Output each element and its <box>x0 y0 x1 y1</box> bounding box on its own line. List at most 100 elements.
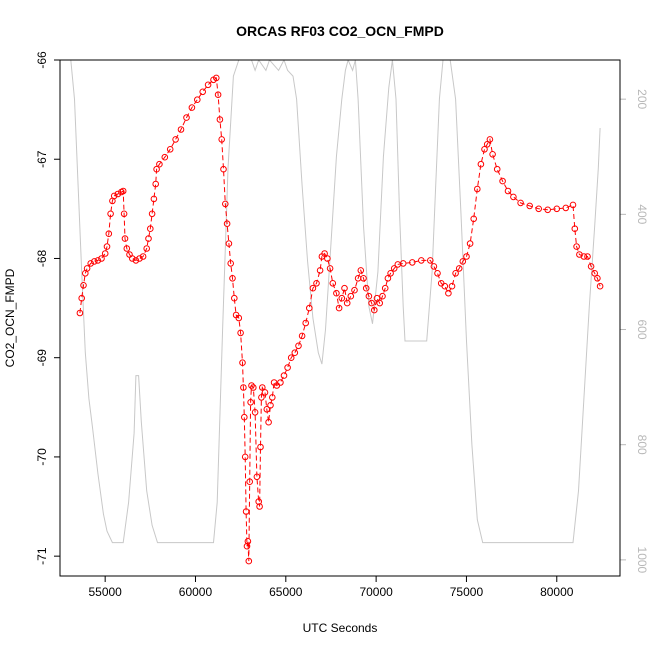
data-point <box>166 146 174 153</box>
data-point <box>222 200 229 208</box>
data-point <box>343 299 351 307</box>
data-point <box>562 204 570 212</box>
data-point <box>329 280 337 287</box>
data-point <box>250 384 257 391</box>
data-point <box>324 255 331 262</box>
data-point <box>214 91 222 98</box>
data-point <box>390 265 398 272</box>
data-point <box>596 282 604 290</box>
data-point <box>448 282 456 290</box>
data-point <box>470 215 478 223</box>
data-point <box>256 503 263 510</box>
data-point <box>351 286 358 294</box>
data-point <box>418 257 425 264</box>
data-point <box>459 258 467 265</box>
data-point <box>139 253 147 260</box>
data-point <box>123 245 131 252</box>
data-point <box>295 342 302 350</box>
data-point <box>338 294 346 302</box>
data-point <box>434 270 441 277</box>
data-point <box>129 255 136 262</box>
data-point <box>257 443 264 451</box>
y-tick-label: -69 <box>35 349 49 367</box>
data-point <box>259 384 266 391</box>
data-point <box>148 210 156 218</box>
data-point <box>526 202 534 210</box>
data-point <box>365 292 373 300</box>
data-point <box>101 250 109 257</box>
data-point <box>409 259 416 266</box>
data-point <box>291 349 299 357</box>
data-point <box>110 192 118 200</box>
y2-tick-label: 1000 <box>635 547 649 574</box>
data-point <box>194 96 201 103</box>
data-point <box>284 364 291 371</box>
data-point <box>362 284 370 292</box>
data-point <box>580 253 588 260</box>
data-point <box>83 265 91 272</box>
data-point <box>253 473 261 481</box>
data-point <box>309 284 317 292</box>
series-line-co2 <box>79 77 601 562</box>
data-point <box>594 275 601 282</box>
data-point <box>213 74 220 82</box>
y2-tick-label: 400 <box>635 204 649 224</box>
data-point <box>571 225 579 232</box>
data-point <box>277 379 284 386</box>
plot-frame <box>59 59 621 577</box>
data-point <box>553 205 561 213</box>
data-point <box>441 282 449 290</box>
data-point <box>225 240 233 247</box>
x-axis: 55000 60000 65000 70000 75000 80000 <box>88 576 574 599</box>
data-point <box>499 177 506 185</box>
data-point <box>474 185 481 193</box>
data-point <box>376 299 384 307</box>
data-point <box>105 230 113 237</box>
data-point <box>255 498 263 505</box>
data-point <box>245 557 253 565</box>
x-tick-label: 65000 <box>269 585 303 599</box>
data-point <box>114 190 122 198</box>
data-point <box>78 294 85 302</box>
data-point <box>235 314 243 322</box>
data-point <box>216 116 224 123</box>
data-point <box>267 402 274 409</box>
data-point <box>306 304 313 312</box>
y-tick-label: -68 <box>35 249 49 267</box>
data-point <box>427 257 434 264</box>
data-point <box>220 165 227 173</box>
data-point <box>156 160 163 168</box>
data-point <box>510 193 517 201</box>
data-point <box>218 136 225 143</box>
x-tick-label: 75000 <box>450 585 484 599</box>
data-point <box>150 195 158 203</box>
data-point <box>335 304 343 312</box>
data-point <box>248 382 255 389</box>
data-point <box>483 141 491 148</box>
data-point <box>237 329 244 337</box>
data-point <box>261 389 269 396</box>
data-point <box>591 270 599 277</box>
data-point <box>103 243 111 250</box>
data-point <box>486 136 494 143</box>
data-point <box>493 165 501 173</box>
data-point <box>477 160 485 168</box>
data-point <box>240 384 247 391</box>
data-point <box>98 255 105 262</box>
data-point <box>87 260 94 267</box>
data-point <box>535 205 543 213</box>
data-point <box>287 354 295 362</box>
data-point <box>466 240 474 247</box>
data-point <box>80 282 87 289</box>
data-point <box>177 126 185 133</box>
data-point <box>384 275 392 282</box>
data-point <box>161 153 169 161</box>
data-point <box>371 306 378 314</box>
y2-tick-label: 600 <box>635 320 649 340</box>
data-point <box>246 478 253 486</box>
data-point <box>387 270 394 277</box>
data-point <box>244 538 252 545</box>
series-line-altitude <box>70 60 601 544</box>
